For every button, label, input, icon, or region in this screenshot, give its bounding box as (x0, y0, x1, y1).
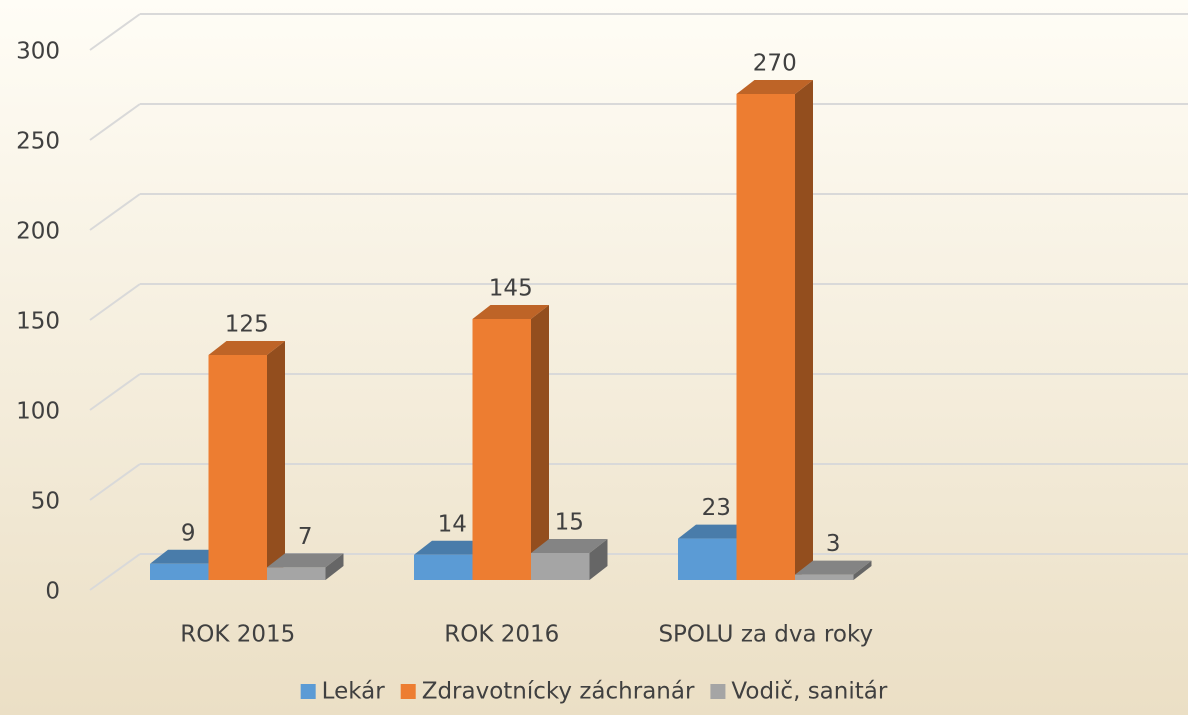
value-label: 3 (826, 531, 841, 557)
y-tick-label: 200 (16, 219, 60, 245)
bar-top (150, 549, 227, 564)
bar-top (531, 539, 608, 553)
bar-top (472, 305, 549, 319)
bar-top (736, 80, 813, 94)
legend-label: Lekár (322, 679, 386, 705)
bar-side (531, 305, 549, 580)
legend-swatch (400, 684, 416, 699)
bar (414, 554, 473, 580)
bar (267, 567, 326, 580)
bar-top (795, 560, 872, 575)
bar-top (267, 553, 344, 568)
bar-side (325, 553, 344, 580)
value-label: 14 (438, 511, 467, 537)
legend-label: Zdravotnícky záchranár (422, 679, 695, 705)
x-tick-label: ROK 2016 (444, 622, 559, 648)
y-tick-label: 100 (16, 399, 60, 425)
value-label: 145 (489, 276, 533, 302)
grid-line-side (89, 553, 141, 591)
bar-top (208, 341, 285, 355)
bar-top (678, 524, 755, 539)
x-tick-label: SPOLU za dva roky (658, 622, 873, 648)
y-tick-label: 150 (16, 309, 60, 335)
value-label: 15 (555, 510, 584, 536)
bar (472, 319, 531, 580)
grid-line-side (89, 283, 141, 321)
bar (150, 563, 209, 580)
bar-side (795, 80, 813, 580)
grid-line-side (89, 193, 141, 231)
grid-line-side (89, 13, 141, 51)
bar-side (589, 539, 608, 580)
bar (678, 538, 737, 580)
grid-line-side (89, 103, 141, 141)
value-label: 125 (225, 312, 269, 338)
bar (531, 553, 590, 580)
legend-label: Vodič, sanitár (731, 679, 887, 705)
bar (795, 574, 854, 580)
value-label: 7 (298, 524, 313, 550)
bar (208, 355, 267, 580)
legend-swatch (300, 684, 316, 699)
y-tick-label: 0 (45, 579, 60, 605)
value-label: 270 (753, 51, 797, 77)
value-label: 9 (181, 520, 196, 546)
grid-line-side (89, 463, 141, 501)
value-label: 23 (702, 495, 731, 521)
bar-side (267, 341, 285, 580)
y-tick-label: 300 (16, 39, 60, 65)
bar-top (414, 540, 491, 555)
grid-line-side (89, 373, 141, 411)
y-tick-label: 50 (31, 489, 60, 515)
legend-swatch (710, 684, 726, 699)
bar (736, 94, 795, 580)
y-tick-label: 250 (16, 129, 60, 155)
bar-side (853, 560, 872, 580)
x-tick-label: ROK 2015 (180, 622, 295, 648)
